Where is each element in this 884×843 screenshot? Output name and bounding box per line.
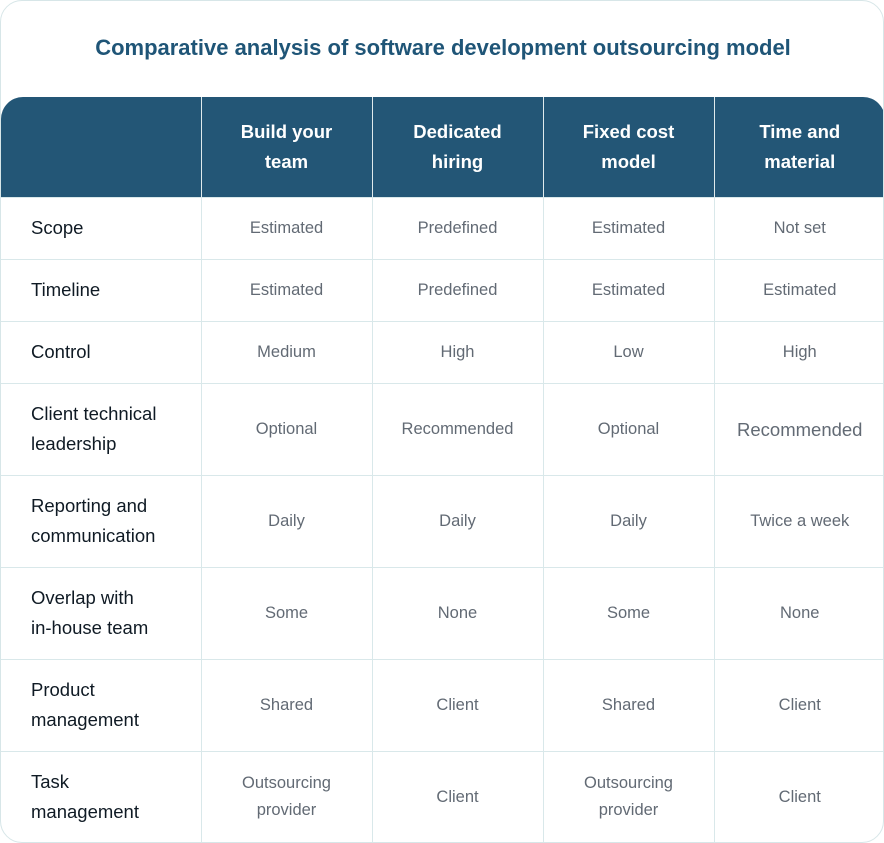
table-cell: Client: [371, 750, 543, 842]
header-line: Build your: [240, 120, 333, 142]
row-label-line: Reporting and: [31, 495, 148, 516]
row-label: Control: [1, 320, 201, 383]
row-label: Reporting and communication: [1, 474, 201, 567]
column-header-fixed-cost-model: Fixed cost model: [542, 97, 714, 197]
table-cell: Shared: [200, 658, 372, 751]
cell-line: Outsourcing: [584, 774, 673, 793]
table-cell: Medium: [200, 320, 372, 383]
table-cell: None: [371, 566, 543, 659]
row-label: Client technical leadership: [1, 382, 201, 475]
table-cell: Estimated: [200, 196, 372, 259]
table-cell: Not set: [713, 196, 883, 259]
table-cell: Estimated: [713, 258, 883, 321]
table-row-scope: Scope Estimated Predefined Estimated Not…: [1, 196, 883, 259]
table-cell: Client: [713, 658, 883, 751]
column-header-build-your-team: Build your team: [200, 97, 372, 197]
table-row-client-technical-leadership: Client technical leadership Optional Reco…: [1, 382, 883, 475]
comparison-table: Build your team Dedicated hiring Fixed cos…: [1, 97, 883, 842]
row-label: Timeline: [1, 258, 201, 321]
header-line: model: [601, 150, 656, 172]
row-label: Overlap with in-house team: [1, 566, 201, 659]
table-cell: Recommended: [713, 382, 883, 475]
row-label: Product management: [1, 658, 201, 751]
table-cell: Optional: [542, 382, 714, 475]
header-row: Build your team Dedicated hiring Fixed cos…: [1, 97, 883, 197]
table-cell: Daily: [200, 474, 372, 567]
table-cell: Predefined: [371, 196, 543, 259]
row-label-line: management: [31, 709, 139, 730]
table-cell: Optional: [200, 382, 372, 475]
table-cell: Twice a week: [713, 474, 883, 567]
table-cell: Estimated: [200, 258, 372, 321]
table-cell: None: [713, 566, 883, 659]
table-row-overlap-with-in-house-team: Overlap with in-house team Some None Some…: [1, 566, 883, 659]
row-label-line: management: [31, 801, 139, 823]
table-cell: Some: [200, 566, 372, 659]
table-cell: Estimated: [542, 258, 714, 321]
table-cell: High: [713, 320, 883, 383]
table-cell: Some: [542, 566, 714, 659]
column-header-time-and-material: Time and material: [713, 97, 883, 197]
row-label-line: Client technical: [31, 403, 157, 424]
table-row-reporting-and-communication: Reporting and communication Daily Daily D…: [1, 474, 883, 567]
table-cell: Client: [713, 750, 883, 842]
table-cell: Daily: [371, 474, 543, 567]
table-cell: Low: [542, 320, 714, 383]
header-line: material: [764, 150, 836, 172]
row-label-line: Product: [31, 679, 95, 700]
table-row-product-management: Product management Shared Client Shared C…: [1, 658, 883, 751]
table-cell: Client: [371, 658, 543, 751]
table-row-timeline: Timeline Estimated Predefined Estimated …: [1, 258, 883, 321]
column-header-dedicated-hiring: Dedicated hiring: [371, 97, 543, 197]
cell-line: Outsourcing: [242, 774, 331, 793]
header-line: hiring: [431, 150, 484, 172]
row-label-line: in-house team: [31, 617, 149, 638]
table-row-task-management: Task management Outsourcing provider Clien…: [1, 750, 883, 842]
row-label-line: Overlap with: [31, 587, 134, 608]
table-cell: Predefined: [371, 258, 543, 321]
row-label-line: leadership: [31, 433, 117, 454]
header-line: Fixed cost: [582, 120, 675, 142]
table-cell: Outsourcing provider: [200, 750, 372, 842]
table-row-control: Control Medium High Low High: [1, 320, 883, 383]
header-line: team: [264, 150, 309, 172]
row-label-line: communication: [31, 525, 156, 546]
cell-line: provider: [256, 801, 317, 820]
page-title: Comparative analysis of software develop…: [95, 35, 791, 60]
row-label: Task management: [1, 750, 201, 842]
table-cell: Outsourcing provider: [542, 750, 714, 842]
table-cell: High: [371, 320, 543, 383]
table-cell: Recommended: [371, 382, 543, 475]
header-line: Time and: [759, 120, 841, 142]
cell-line: provider: [598, 801, 659, 820]
table-cell: Estimated: [542, 196, 714, 259]
row-label-line: Task: [31, 771, 70, 793]
table-cell: Shared: [542, 658, 714, 751]
table-cell: Daily: [542, 474, 714, 567]
row-label: Scope: [1, 196, 201, 259]
header-line: Dedicated: [413, 120, 502, 142]
header-corner: [1, 97, 201, 197]
